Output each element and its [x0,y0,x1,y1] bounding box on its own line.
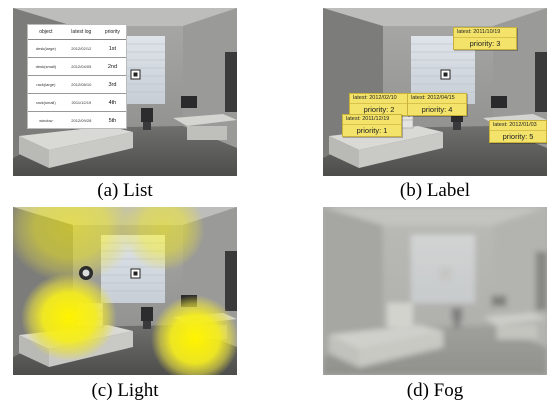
fog-overlay [323,207,547,375]
room-photo [323,207,547,375]
priority-cell: 5th [108,117,117,124]
light-spot [121,207,205,271]
object-cell: rack(large) [28,75,64,94]
panel-fog [323,207,547,375]
table-row: desk(small) 2012/04/05 2nd [28,57,126,76]
caption-list: (a) List [97,180,153,201]
latest-log-cell: 2012/02/12 [63,39,99,58]
panel-light [13,207,237,375]
caption-label: (b) Label [399,180,471,201]
label-latest: latest: 2011/12/19 [343,115,401,125]
label-priority: priority: 1 [356,126,388,135]
panel-list: object latest log priority desk(large) 2… [13,8,237,176]
label-priority: priority: 5 [502,132,534,141]
table-row: rack(small) 2011/12/19 4th [28,93,126,112]
object-label: latest: 2012/01/03 priority: 5 [489,120,547,143]
caption-light: (c) Light [91,380,159,401]
priority-cell: 4th [98,93,126,112]
latest-log-cell: 2011/12/19 [63,93,99,112]
label-latest: latest: 2011/10/19 [454,28,516,38]
priority-cell: 3rd [98,75,126,94]
light-spot [13,207,137,283]
column-header: priority [98,25,126,40]
label-priority: priority: 4 [421,105,453,114]
latest-log-cell: 2012/04/05 [63,57,99,76]
priority-list-table: object latest log priority desk(large) 2… [27,24,127,129]
object-cell: rack(small) [28,93,64,112]
object-label: latest: 2011/12/19 priority: 1 [342,114,402,137]
latest-log-cell: 2012/08/10 [63,75,99,94]
latest-log-cell: 2012/09/28 [71,118,92,123]
table-row: rack(large) 2012/08/10 3rd [28,75,126,94]
column-header: latest log [63,25,99,40]
caption-fog: (d) Fog [406,380,464,401]
label-latest: latest: 2012/04/15 [408,94,466,104]
label-latest: latest: 2012/02/10 [350,94,408,104]
object-cell: window [39,118,53,123]
panel-label: latest: 2011/10/19 priority: 3 latest: 2… [323,8,547,176]
priority-cell: 1st [98,39,126,58]
label-priority: priority: 3 [469,39,501,48]
table-row: window 2012/09/28 5th [28,112,126,130]
object-label: latest: 2011/10/19 priority: 3 [453,27,517,50]
priority-cell: 2nd [98,57,126,76]
light-spot [21,273,117,361]
label-latest: latest: 2012/01/03 [490,121,546,131]
label-priority: priority: 2 [363,105,395,114]
object-label: latest: 2012/04/15 priority: 4 [407,93,467,116]
room-photo [13,207,237,375]
object-cell: desk(large) [28,39,64,58]
column-header: object [28,25,64,40]
table-row: desk(large) 2012/02/12 1st [28,39,126,58]
light-spot [151,295,237,375]
object-cell: desk(small) [28,57,64,76]
object-label: latest: 2012/02/10 priority: 2 [349,93,409,116]
